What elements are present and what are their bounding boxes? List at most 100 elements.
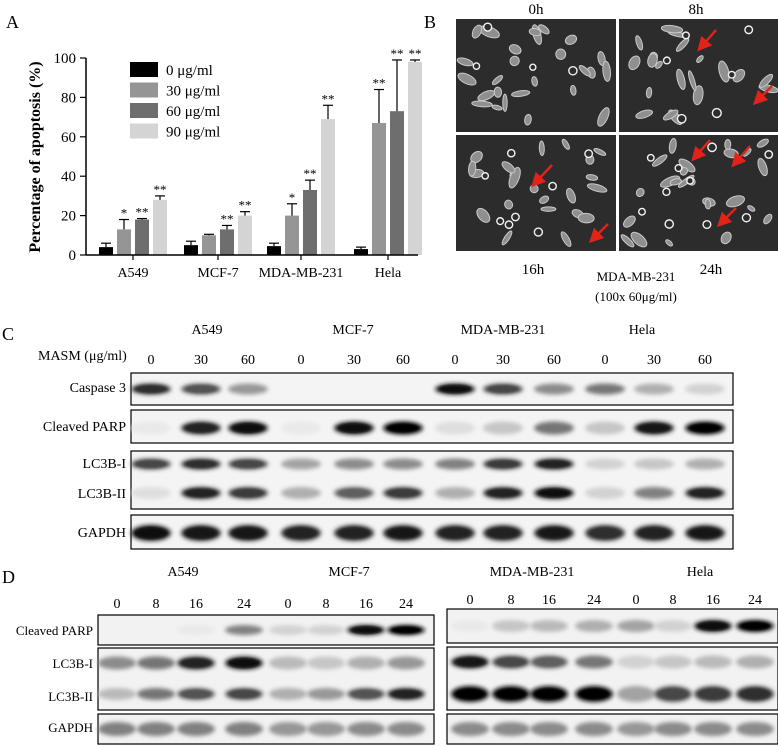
cell bbox=[501, 230, 513, 246]
cell bbox=[538, 140, 545, 156]
rounded-cell bbox=[529, 63, 537, 71]
cell bbox=[577, 212, 595, 224]
cell bbox=[477, 90, 496, 102]
rounded-cell bbox=[568, 65, 578, 76]
cell bbox=[704, 198, 712, 210]
red-arrow-icon bbox=[731, 145, 751, 168]
cell bbox=[628, 55, 641, 71]
cell bbox=[491, 75, 504, 86]
bar bbox=[135, 219, 149, 255]
blot-band-core bbox=[496, 657, 526, 667]
cell bbox=[585, 174, 599, 181]
rounded-cell bbox=[548, 181, 557, 191]
rounded-cell bbox=[506, 148, 516, 158]
red-arrow-icon bbox=[752, 85, 773, 106]
blot-band-core bbox=[658, 688, 688, 700]
cell bbox=[696, 55, 704, 63]
cell bbox=[501, 161, 516, 174]
bar bbox=[372, 123, 386, 255]
blot-band bbox=[534, 383, 574, 395]
cell bbox=[524, 113, 532, 126]
cell bbox=[652, 154, 668, 167]
bar bbox=[354, 249, 368, 255]
time-label-8h: 8h bbox=[689, 2, 705, 18]
cell bbox=[570, 84, 577, 96]
cell bbox=[561, 138, 570, 150]
blot-band bbox=[281, 458, 321, 470]
significance-mark: ** bbox=[304, 166, 317, 181]
blot-band bbox=[228, 383, 268, 395]
blot-band-core bbox=[487, 460, 519, 468]
blot-band bbox=[575, 722, 613, 736]
blot-row bbox=[446, 646, 778, 711]
blot-band-core bbox=[232, 460, 264, 468]
blot-band-core bbox=[232, 423, 264, 433]
cell bbox=[757, 157, 768, 177]
blot-band bbox=[334, 458, 374, 470]
rounded-cell bbox=[662, 56, 671, 65]
cell bbox=[593, 147, 607, 156]
blot-band-core bbox=[181, 658, 211, 668]
dose-axis-label: MASM (μg/ml) bbox=[38, 349, 127, 364]
cell bbox=[508, 166, 521, 189]
time-point-label: 24 bbox=[399, 597, 413, 612]
blot-band-core bbox=[538, 489, 570, 497]
cell bbox=[665, 239, 673, 247]
blot-band bbox=[137, 656, 175, 670]
legend-swatch bbox=[130, 82, 158, 98]
cell bbox=[756, 138, 769, 148]
blot-band bbox=[617, 620, 655, 632]
western-blot-c: A549 MCF-7 MDA-MB-231 Hela MASM (μg/ml) … bbox=[38, 323, 734, 550]
y-tick-label: 20 bbox=[61, 209, 76, 225]
blot-band bbox=[634, 383, 674, 395]
y-tick-label: 80 bbox=[61, 90, 76, 106]
red-arrow-icon bbox=[691, 139, 711, 162]
cell bbox=[564, 34, 578, 45]
bar bbox=[390, 111, 404, 255]
rounded-cell bbox=[483, 22, 493, 32]
cell bbox=[538, 24, 550, 35]
blot-band-core bbox=[232, 489, 264, 497]
blot-band bbox=[492, 620, 530, 632]
blot-band-core bbox=[689, 489, 721, 497]
blot-band bbox=[281, 421, 321, 435]
blot-band bbox=[736, 655, 774, 669]
cell bbox=[645, 86, 653, 99]
blot-band bbox=[634, 487, 674, 499]
blot-band bbox=[383, 458, 423, 470]
cell bbox=[720, 231, 732, 245]
time-point-label: 24 bbox=[237, 597, 251, 612]
time-label-0h: 0h bbox=[529, 2, 545, 18]
blot-row-label: LC3B-II bbox=[78, 487, 127, 502]
time-point-label: 16 bbox=[706, 593, 720, 608]
time-point-label: 16 bbox=[542, 593, 556, 608]
rounded-cell bbox=[744, 25, 754, 35]
blot-band-core bbox=[185, 489, 217, 497]
cell bbox=[597, 107, 610, 127]
rounded-cell bbox=[511, 212, 520, 222]
legend-swatch bbox=[130, 123, 158, 139]
blot-band-core bbox=[338, 489, 370, 497]
blot-band-core bbox=[135, 385, 167, 393]
western-blot-d: A549 MCF-7 MDA-MB-231 Hela 0 8 16 24 0 8 16 24 0… bbox=[16, 565, 778, 745]
blot-band-core bbox=[338, 423, 370, 433]
blot-band bbox=[307, 722, 345, 736]
blot-band-core bbox=[185, 423, 217, 433]
legend-swatch bbox=[130, 62, 158, 77]
cell bbox=[718, 60, 730, 83]
y-tick-label: 40 bbox=[61, 169, 76, 185]
legend-label: 60 μg/ml bbox=[166, 104, 220, 120]
cell bbox=[635, 187, 645, 198]
blot-band bbox=[307, 656, 345, 670]
blot-band bbox=[98, 688, 136, 700]
cell bbox=[747, 205, 756, 212]
cell bbox=[511, 89, 531, 98]
dose-label: 60 bbox=[698, 353, 712, 368]
significance-mark: * bbox=[121, 206, 128, 221]
blot-band-core bbox=[351, 626, 381, 634]
apoptosis-bar-chart: Percentage of apoptosis (%) 0 20 40 60 80 100… bbox=[27, 46, 422, 281]
micrograph-panel: 0h 8h 16h 24h MDA-MB-231 (100x 60μg/ml) bbox=[456, 2, 778, 304]
blot-band bbox=[269, 656, 307, 670]
cell bbox=[468, 160, 477, 177]
blot-band-core bbox=[740, 688, 770, 700]
